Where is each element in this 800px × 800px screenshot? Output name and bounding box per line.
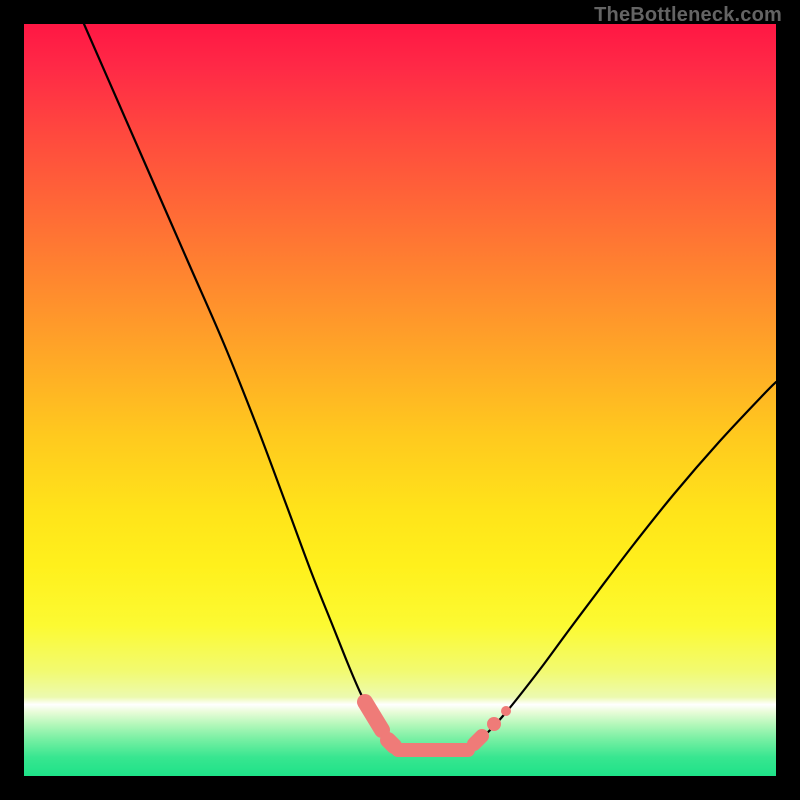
gradient-background bbox=[24, 24, 776, 776]
plot-area bbox=[24, 24, 776, 776]
attribution-text: TheBottleneck.com bbox=[594, 4, 782, 27]
outer-frame: TheBottleneck.com bbox=[0, 0, 800, 800]
